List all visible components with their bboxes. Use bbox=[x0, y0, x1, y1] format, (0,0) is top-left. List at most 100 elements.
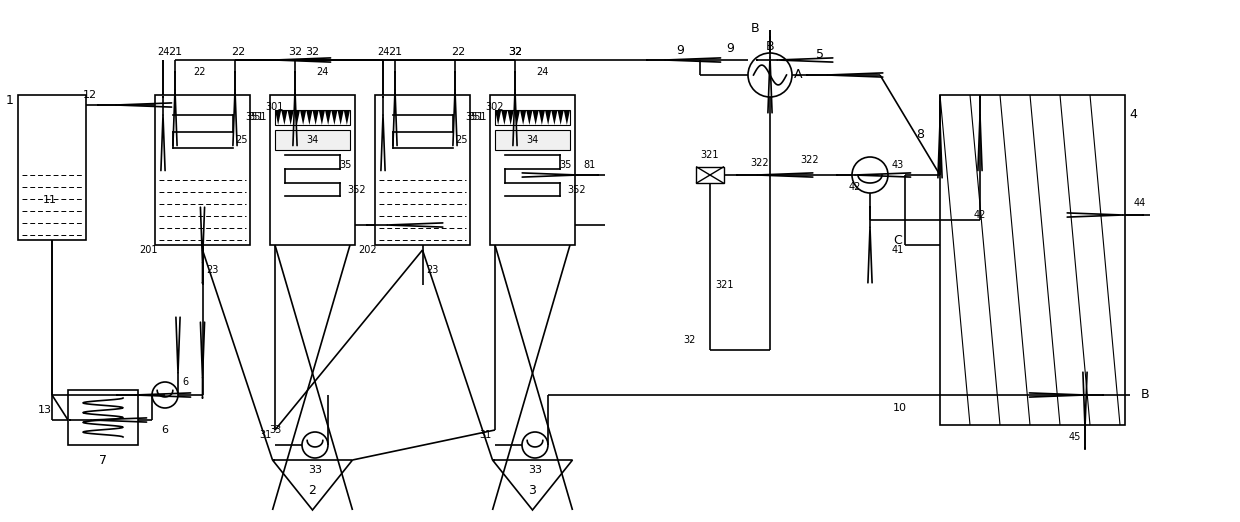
Text: 23: 23 bbox=[427, 265, 439, 275]
Bar bbox=[495, 110, 570, 125]
Text: 12: 12 bbox=[83, 90, 97, 100]
Text: 41: 41 bbox=[892, 245, 904, 255]
Text: 7: 7 bbox=[99, 454, 107, 467]
Polygon shape bbox=[331, 110, 337, 125]
Text: 22: 22 bbox=[451, 47, 465, 57]
Text: 32: 32 bbox=[508, 47, 522, 57]
Circle shape bbox=[522, 432, 548, 458]
Text: 302: 302 bbox=[486, 102, 505, 112]
Text: 351: 351 bbox=[469, 112, 487, 122]
Bar bbox=[68, 390, 138, 445]
Bar bbox=[155, 95, 250, 245]
Text: 32: 32 bbox=[683, 335, 696, 345]
Polygon shape bbox=[325, 110, 331, 125]
Bar bbox=[275, 110, 350, 125]
Polygon shape bbox=[532, 110, 538, 125]
Circle shape bbox=[153, 382, 179, 408]
Text: 31: 31 bbox=[479, 430, 491, 440]
Text: 351: 351 bbox=[246, 112, 264, 122]
Text: B: B bbox=[765, 41, 774, 53]
Polygon shape bbox=[558, 110, 564, 125]
Polygon shape bbox=[520, 110, 526, 125]
Text: 24: 24 bbox=[537, 67, 548, 77]
Text: 22: 22 bbox=[193, 67, 206, 77]
Text: 23: 23 bbox=[206, 265, 218, 275]
Text: 34: 34 bbox=[306, 135, 319, 145]
Polygon shape bbox=[495, 110, 501, 125]
Text: 32: 32 bbox=[508, 47, 522, 57]
Bar bbox=[270, 95, 355, 245]
Text: 6: 6 bbox=[161, 425, 169, 435]
Text: 24: 24 bbox=[377, 47, 389, 57]
Text: 9: 9 bbox=[727, 42, 734, 54]
Polygon shape bbox=[507, 110, 513, 125]
Text: 6: 6 bbox=[182, 377, 188, 387]
Polygon shape bbox=[538, 110, 546, 125]
Polygon shape bbox=[343, 110, 350, 125]
Text: C: C bbox=[894, 233, 903, 246]
Text: 3: 3 bbox=[528, 483, 537, 496]
Bar bbox=[495, 130, 570, 150]
Polygon shape bbox=[492, 460, 573, 510]
Text: B: B bbox=[1141, 388, 1149, 401]
Text: 322: 322 bbox=[801, 155, 820, 165]
Polygon shape bbox=[281, 110, 288, 125]
Text: 35: 35 bbox=[339, 160, 351, 170]
Polygon shape bbox=[294, 110, 300, 125]
Bar bbox=[275, 130, 350, 150]
Text: 42: 42 bbox=[849, 182, 862, 192]
Text: 4: 4 bbox=[1130, 109, 1137, 122]
Text: 81: 81 bbox=[584, 160, 596, 170]
Text: 321: 321 bbox=[715, 280, 734, 290]
Text: 24: 24 bbox=[316, 67, 329, 77]
Text: 33: 33 bbox=[308, 465, 322, 475]
Polygon shape bbox=[312, 110, 319, 125]
Text: 33: 33 bbox=[269, 425, 281, 435]
Polygon shape bbox=[275, 110, 281, 125]
Text: 32: 32 bbox=[288, 47, 303, 57]
Bar bbox=[374, 95, 470, 245]
Text: 25: 25 bbox=[236, 135, 248, 145]
Circle shape bbox=[303, 432, 329, 458]
Text: 21: 21 bbox=[167, 47, 182, 57]
Text: 33: 33 bbox=[528, 465, 542, 475]
Text: 43: 43 bbox=[892, 160, 904, 170]
Text: 34: 34 bbox=[526, 135, 538, 145]
Circle shape bbox=[748, 53, 792, 97]
Circle shape bbox=[852, 157, 888, 193]
Text: 35: 35 bbox=[559, 160, 572, 170]
Text: 321: 321 bbox=[701, 150, 719, 160]
Text: 24: 24 bbox=[156, 47, 169, 57]
Text: 11: 11 bbox=[43, 195, 57, 205]
Bar bbox=[19, 95, 86, 240]
Text: 351: 351 bbox=[249, 112, 268, 122]
Text: 352: 352 bbox=[568, 185, 587, 195]
Polygon shape bbox=[300, 110, 306, 125]
Text: 25: 25 bbox=[456, 135, 469, 145]
Text: 44: 44 bbox=[1133, 198, 1146, 208]
Text: 5: 5 bbox=[816, 49, 825, 62]
Bar bbox=[696, 167, 724, 183]
Polygon shape bbox=[552, 110, 558, 125]
Polygon shape bbox=[501, 110, 507, 125]
Polygon shape bbox=[526, 110, 532, 125]
Bar bbox=[940, 95, 1125, 425]
Text: 1: 1 bbox=[6, 93, 14, 106]
Text: 21: 21 bbox=[388, 47, 402, 57]
Text: 13: 13 bbox=[38, 405, 52, 415]
Text: 202: 202 bbox=[358, 245, 377, 255]
Polygon shape bbox=[546, 110, 552, 125]
Text: 201: 201 bbox=[139, 245, 157, 255]
Polygon shape bbox=[273, 460, 352, 510]
Text: 322: 322 bbox=[750, 158, 769, 168]
Bar bbox=[490, 95, 575, 245]
Polygon shape bbox=[564, 110, 570, 125]
Text: 2: 2 bbox=[309, 483, 316, 496]
Polygon shape bbox=[319, 110, 325, 125]
Text: B: B bbox=[750, 21, 759, 34]
Text: A: A bbox=[794, 68, 802, 81]
Polygon shape bbox=[306, 110, 312, 125]
Text: 10: 10 bbox=[893, 403, 906, 413]
Text: 32: 32 bbox=[305, 47, 320, 57]
Text: 351: 351 bbox=[466, 112, 485, 122]
